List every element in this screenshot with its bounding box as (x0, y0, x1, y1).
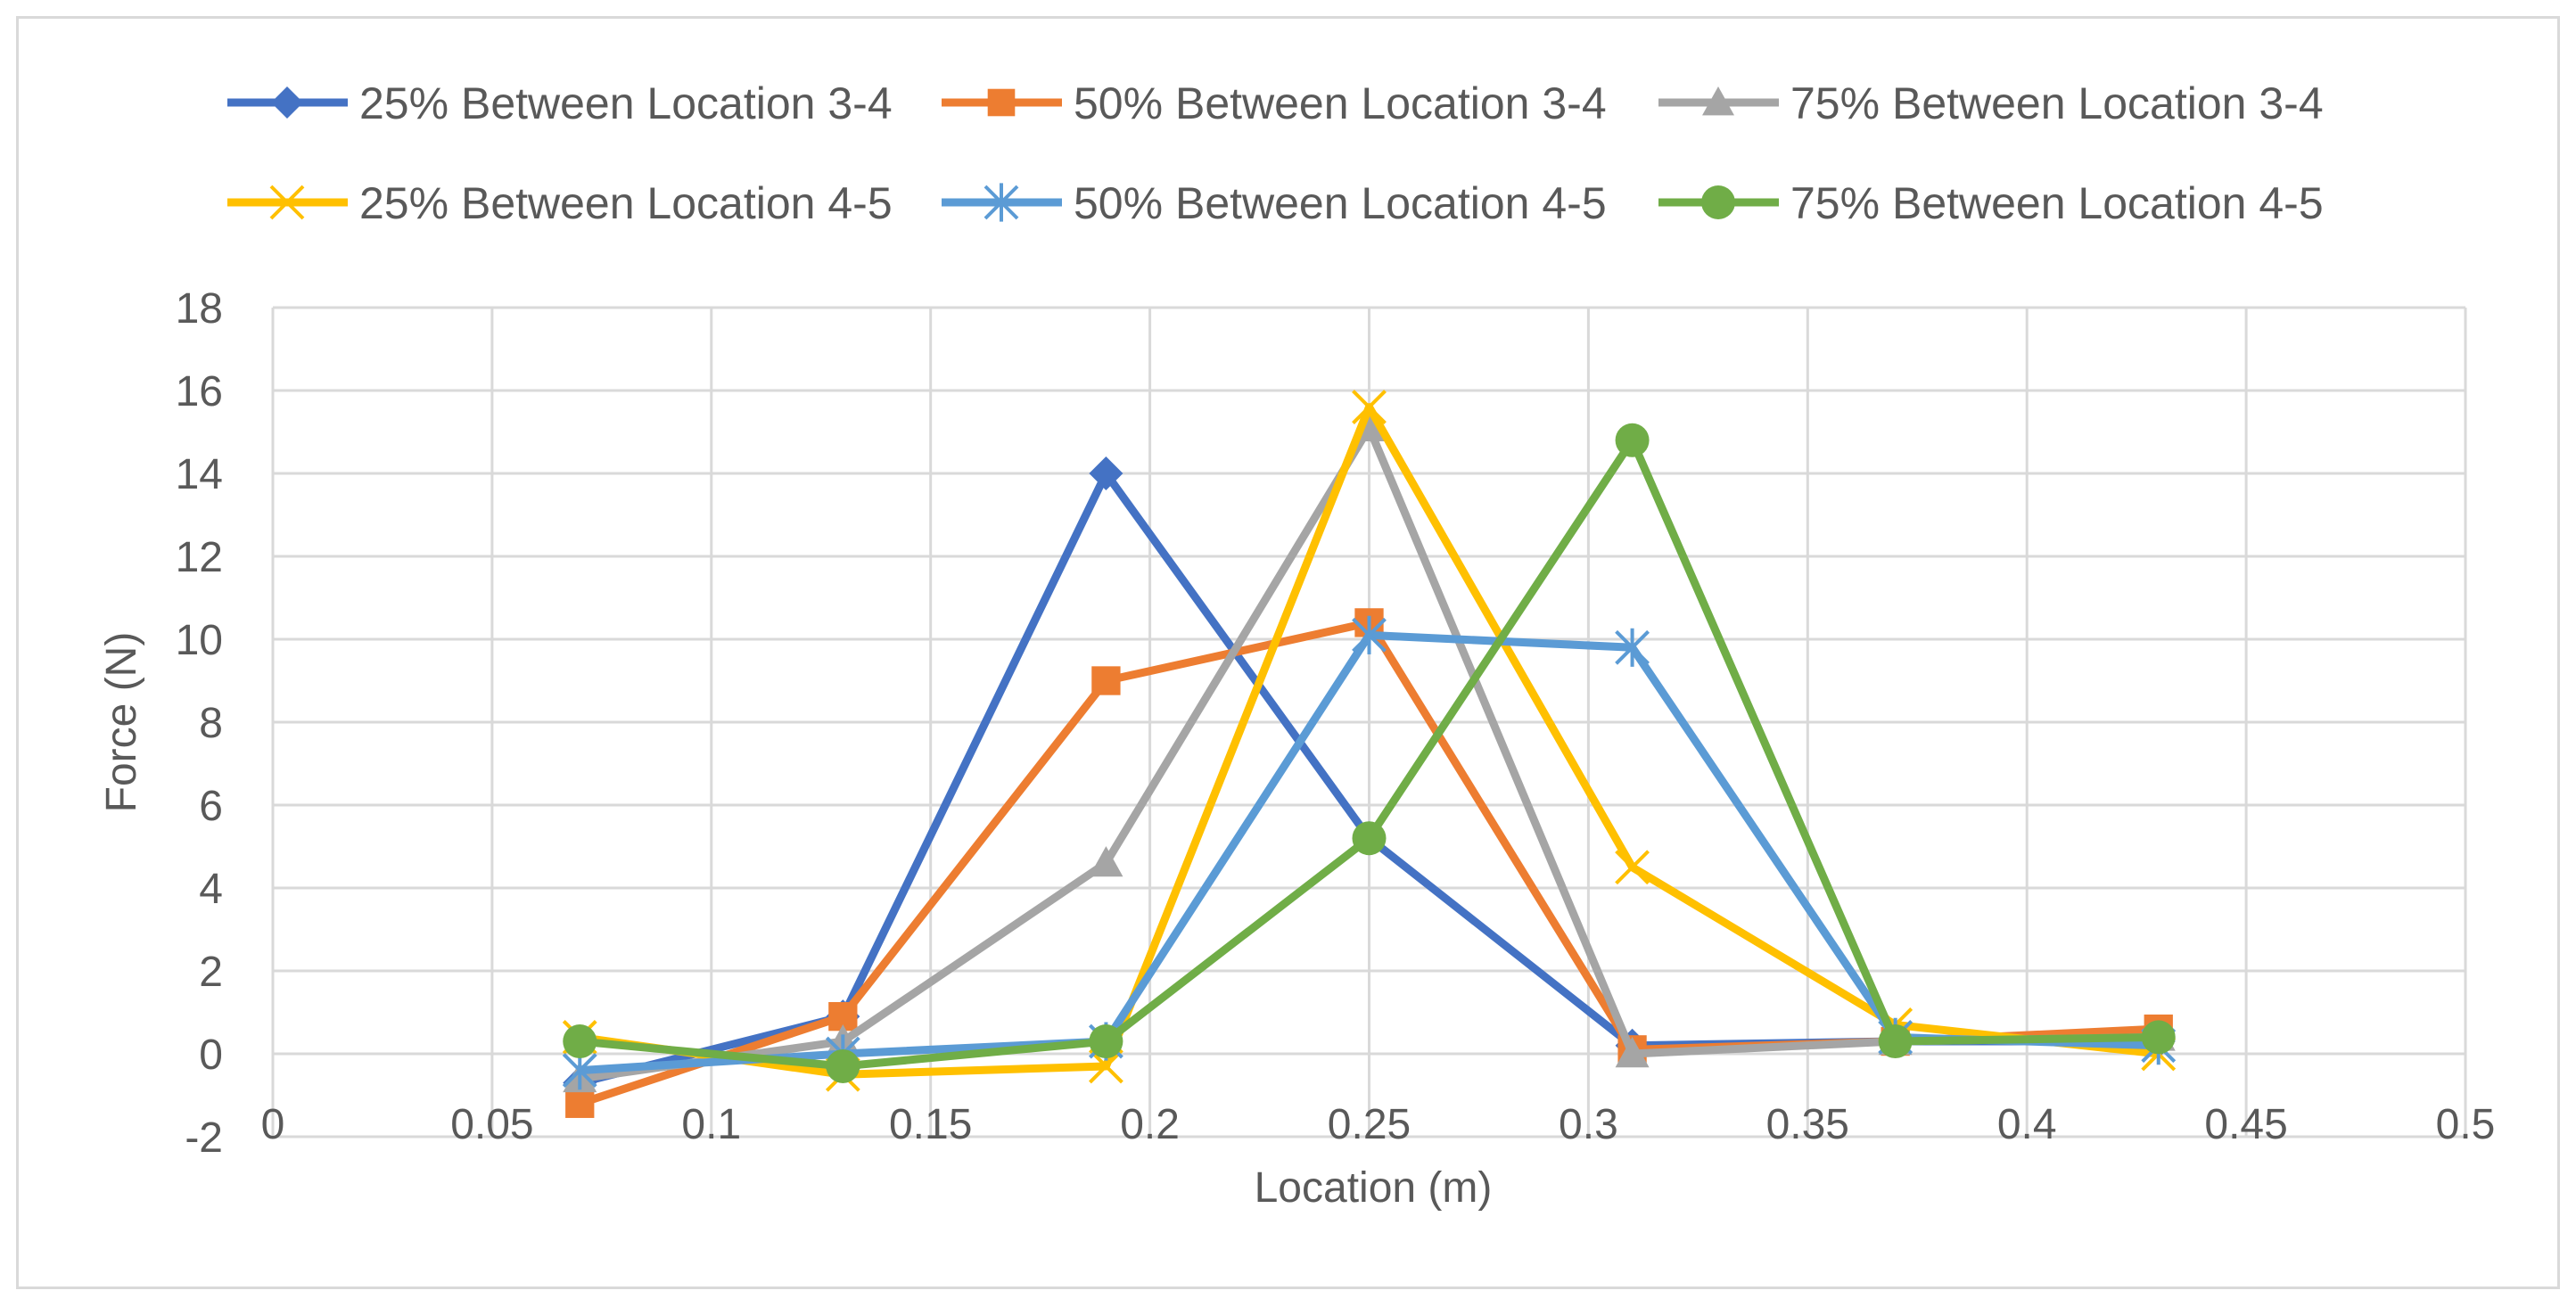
x-tick-label: 0.4 (1997, 1101, 2057, 1148)
x-tick-label: 0.25 (1328, 1101, 1411, 1148)
square-marker (987, 88, 1016, 117)
legend-label: 50% Between Location 4-5 (1074, 178, 1607, 228)
square-marker (1091, 666, 1121, 695)
legend: 25% Between Location 3-4 50% Between Loca… (227, 78, 2324, 228)
circle-marker (1089, 1024, 1123, 1059)
star-marker (1615, 628, 1650, 667)
y-tick-label: 8 (199, 700, 223, 747)
star-marker (1352, 615, 1387, 654)
legend-label: 75% Between Location 3-4 (1790, 78, 2324, 128)
y-tick-label: 4 (199, 866, 223, 913)
triangle-marker (1702, 86, 1734, 116)
x-marker (1089, 1048, 1123, 1084)
y-tick-label: 16 (176, 368, 223, 415)
legend-label: 75% Between Location 4-5 (1790, 178, 2324, 228)
legend-label: 25% Between Location 4-5 (359, 178, 893, 228)
x-tick-label: 0.1 (681, 1101, 741, 1148)
x-marker (1615, 850, 1650, 885)
triangle-marker (1615, 1037, 1650, 1068)
series-6 (563, 423, 2176, 1083)
x-tick-label: 0.3 (1559, 1101, 1618, 1148)
square-marker (565, 1089, 595, 1118)
diamond-marker (271, 86, 303, 119)
circle-marker (563, 1024, 597, 1059)
legend-item: 50% Between Location 4-5 (942, 178, 1607, 228)
legend-item: 75% Between Location 3-4 (1658, 78, 2324, 128)
axis-ticks: -2 0 2 4 6 8 10 12 14 16 18 0 0.05 0.1 0.15 0.2 0.25 0.3 0… (176, 285, 2496, 1162)
y-axis-label: Force (N) (98, 632, 145, 813)
circle-marker (1878, 1024, 1913, 1059)
circle-marker (826, 1048, 860, 1083)
y-tick-label: 2 (199, 949, 223, 996)
legend-label: 25% Between Location 3-4 (359, 78, 893, 128)
x-tick-label: 0.35 (1766, 1101, 1849, 1148)
circle-marker (1352, 821, 1387, 856)
star-marker (983, 183, 1019, 222)
y-tick-label: 14 (176, 451, 223, 498)
x-tick-label: 0.15 (889, 1101, 972, 1148)
legend-item: 25% Between Location 4-5 (227, 178, 893, 228)
x-tick-label: 0.45 (2204, 1101, 2287, 1148)
x-tick-label: 0.05 (450, 1101, 533, 1148)
chart-frame (16, 16, 2560, 1289)
x-tick-label: 0.2 (1120, 1101, 1180, 1148)
legend-label: 50% Between Location 3-4 (1074, 78, 1607, 128)
y-tick-label: 12 (176, 534, 223, 581)
legend-item: 25% Between Location 3-4 (227, 78, 893, 128)
series-layer (562, 390, 2177, 1118)
circle-marker (1615, 423, 1650, 457)
y-tick-label: 0 (199, 1032, 223, 1079)
circle-marker (2141, 1020, 2176, 1055)
triangle-marker (1089, 846, 1123, 877)
y-tick-label: 10 (176, 617, 223, 664)
y-tick-label: 6 (199, 783, 223, 830)
x-axis-label: Location (m) (1255, 1164, 1493, 1212)
x-tick-label: 0.5 (2436, 1101, 2496, 1148)
gridlines (271, 306, 2467, 1138)
legend-item: 50% Between Location 3-4 (942, 78, 1607, 128)
y-tick-label: 18 (176, 285, 223, 333)
legend-item: 75% Between Location 4-5 (1658, 178, 2324, 228)
circle-marker (1701, 185, 1735, 219)
diamond-marker (1089, 456, 1123, 490)
y-tick-label: -2 (185, 1114, 223, 1162)
x-tick-label: 0 (261, 1101, 285, 1148)
x-marker (269, 185, 305, 220)
x-marker (1352, 390, 1387, 425)
